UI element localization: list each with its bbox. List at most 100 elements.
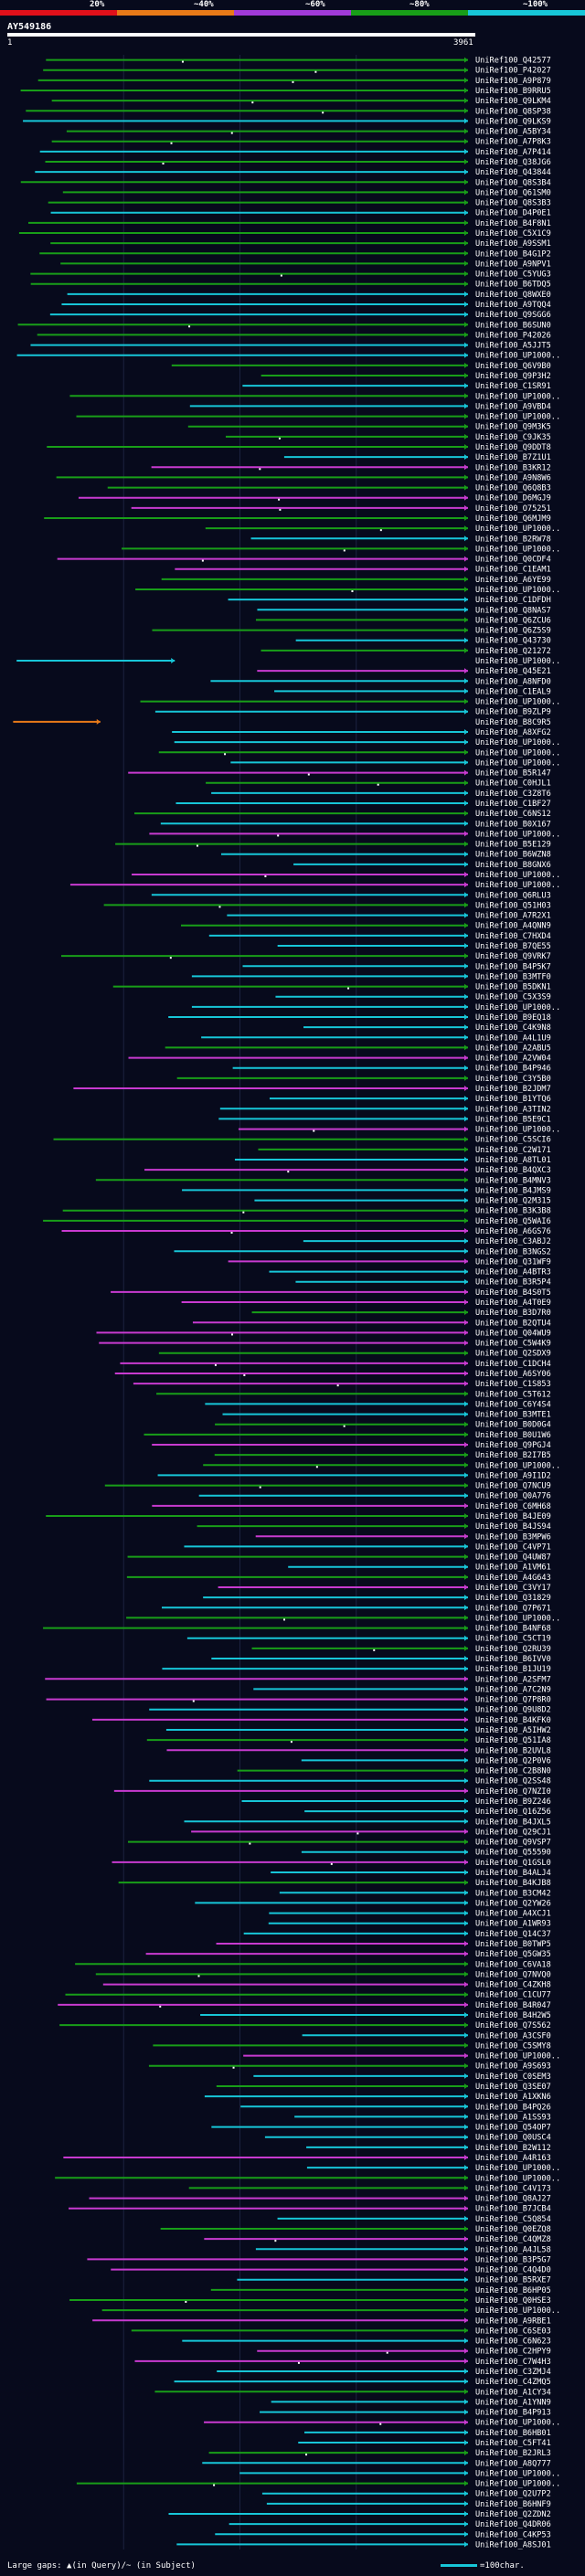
hit-label: UniRef100_Q9LKM4 xyxy=(475,97,551,106)
alignment-hit-arrow xyxy=(464,1177,468,1183)
alignment-hit-arrow xyxy=(464,1492,468,1499)
gap-marker xyxy=(279,508,282,511)
hit-label: UniRef100_Q29CJ1 xyxy=(475,1828,551,1837)
gap-marker xyxy=(243,1374,246,1376)
alignment-hit-arrow xyxy=(464,1075,468,1081)
alignment-hit-arrow xyxy=(464,2052,468,2059)
hit-label: UniRef100_B5E129 xyxy=(475,841,551,850)
alignment-hit-arrow xyxy=(464,1645,468,1651)
hit-label: UniRef100_Q42577 xyxy=(475,57,551,66)
alignment-hit-arrow xyxy=(464,943,468,949)
alignment-hit-arrow xyxy=(464,1727,468,1733)
alignment-hit-arrow xyxy=(464,2001,468,2008)
alignment-hit-arrow xyxy=(464,779,468,786)
alignment-hit-arrow xyxy=(464,1146,468,1152)
alignment-hit-arrow xyxy=(464,281,468,287)
hit-label: UniRef100_Q16Z56 xyxy=(475,1807,551,1817)
gap-marker xyxy=(305,2454,308,2456)
hit-label: UniRef100_Q54OP7 xyxy=(475,2124,551,2133)
query-name: AY549186 xyxy=(7,22,52,32)
alignment-hit-arrow xyxy=(464,882,468,888)
hit-label: UniRef100_B9RRU5 xyxy=(475,87,551,96)
hit-label: UniRef100_Q7S562 xyxy=(475,2021,551,2030)
hit-label: UniRef100_B4P5K7 xyxy=(475,962,551,971)
hit-label: UniRef100_A9P879 xyxy=(475,77,551,86)
alignment-hit-arrow xyxy=(464,2399,468,2405)
hit-label: UniRef100_C1DFDH xyxy=(475,596,551,605)
hit-label: UniRef100_D6MGJ9 xyxy=(475,494,551,504)
alignment-hit-arrow xyxy=(464,2379,468,2385)
hit-label: UniRef100_B4JXL5 xyxy=(475,1818,551,1827)
hit-label: UniRef100_A5JJT5 xyxy=(475,342,551,351)
identity-scale-label: ~80% xyxy=(410,0,430,9)
hit-label: UniRef100_A3CSF0 xyxy=(475,2031,551,2041)
identity-scale-segment xyxy=(117,10,234,16)
hit-label: UniRef100_C0SEM3 xyxy=(475,2072,551,2082)
alignment-hit-arrow xyxy=(464,1941,468,1946)
hit-label: UniRef100_Q45E21 xyxy=(475,667,551,676)
alignment-hit-arrow xyxy=(464,2144,468,2150)
alignment-hit-arrow xyxy=(464,1126,468,1132)
hit-label: UniRef100_B1JU19 xyxy=(475,1665,551,1674)
gap-marker xyxy=(197,1975,200,1977)
alignment-hit-arrow xyxy=(464,494,468,501)
gap-marker xyxy=(162,163,165,164)
hit-label: UniRef100_Q04WU9 xyxy=(475,1329,551,1338)
hit-label: UniRef100_A7R2X1 xyxy=(475,912,551,921)
hit-label: UniRef100_C4Q4D0 xyxy=(475,2266,551,2275)
gap-marker xyxy=(170,142,173,144)
hit-label: UniRef100_B4NF68 xyxy=(475,1625,551,1634)
alignment-hit-arrow xyxy=(464,1706,468,1712)
hit-label: UniRef100_A7P414 xyxy=(475,148,551,157)
hit-label: UniRef100_A9I1D2 xyxy=(475,1471,551,1480)
alignment-hit-arrow xyxy=(464,821,468,827)
alignment-hit-arrow xyxy=(464,1136,468,1142)
alignment-hit-arrow xyxy=(464,769,468,776)
gap-marker xyxy=(214,1363,217,1366)
footer-gaps-note: Large gaps: ▲(in Query)/~ (in Subject) xyxy=(7,2561,196,2571)
alignment-hit-arrow xyxy=(464,2114,468,2120)
alignment-hit-arrow xyxy=(464,2429,468,2435)
hit-label: UniRef100_Q2YW26 xyxy=(475,1899,551,1908)
hit-label: UniRef100_C3VY17 xyxy=(475,1584,551,1593)
alignment-hit-arrow xyxy=(464,1798,468,1804)
alignment-hit-arrow xyxy=(464,1737,468,1744)
hit-label: UniRef100_Q14C37 xyxy=(475,1930,551,1939)
hit-label: UniRef100_A4G643 xyxy=(475,1574,551,1583)
hit-label: UniRef100_Q6RLU3 xyxy=(475,891,551,900)
hit-label: UniRef100_B3R5P4 xyxy=(475,1278,551,1288)
alignment-hit-arrow xyxy=(464,393,468,399)
hit-label: UniRef100_C2HPY9 xyxy=(475,2348,551,2357)
hit-label: UniRef100_UP1000.. xyxy=(475,2306,560,2316)
gap-marker xyxy=(322,111,324,114)
gap-marker xyxy=(230,1333,233,1336)
alignment-hit-arrow xyxy=(464,800,468,806)
alignment-hit-arrow xyxy=(464,504,468,511)
hit-label: UniRef100_A1CY34 xyxy=(475,2388,551,2397)
alignment-hit-arrow xyxy=(464,627,468,633)
alignment-hit-arrow xyxy=(464,1381,468,1387)
alignment-hit-arrow xyxy=(464,1686,468,1692)
alignment-hit-arrow xyxy=(464,759,468,766)
alignment-hit-arrow xyxy=(464,250,468,257)
hit-label: UniRef100_Q5GW35 xyxy=(475,1950,551,1959)
gap-marker xyxy=(224,753,227,756)
hit-label: UniRef100_B6HP05 xyxy=(475,2286,551,2295)
alignment-hit-arrow xyxy=(464,1829,468,1835)
alignment-hit-arrow xyxy=(464,1625,468,1631)
alignment-hit-arrow xyxy=(464,1930,468,1936)
alignment-hit-arrow xyxy=(464,922,468,928)
alignment-hit-arrow xyxy=(464,515,468,521)
alignment-hit-arrow xyxy=(464,546,468,552)
alignment-hit-arrow xyxy=(464,2083,468,2089)
alignment-hit-arrow xyxy=(464,2460,468,2466)
alignment-hit-arrow xyxy=(464,525,468,532)
gap-marker xyxy=(232,2066,235,2069)
hit-label: UniRef100_C5Q854 xyxy=(475,2215,551,2224)
hit-label: UniRef100_Q9LKS9 xyxy=(475,117,551,126)
alignment-hit-arrow xyxy=(464,1187,468,1193)
hit-label: UniRef100_Q43730 xyxy=(475,637,551,646)
alignment-hit-arrow xyxy=(464,199,468,206)
alignment-hit-arrow xyxy=(464,1452,468,1458)
